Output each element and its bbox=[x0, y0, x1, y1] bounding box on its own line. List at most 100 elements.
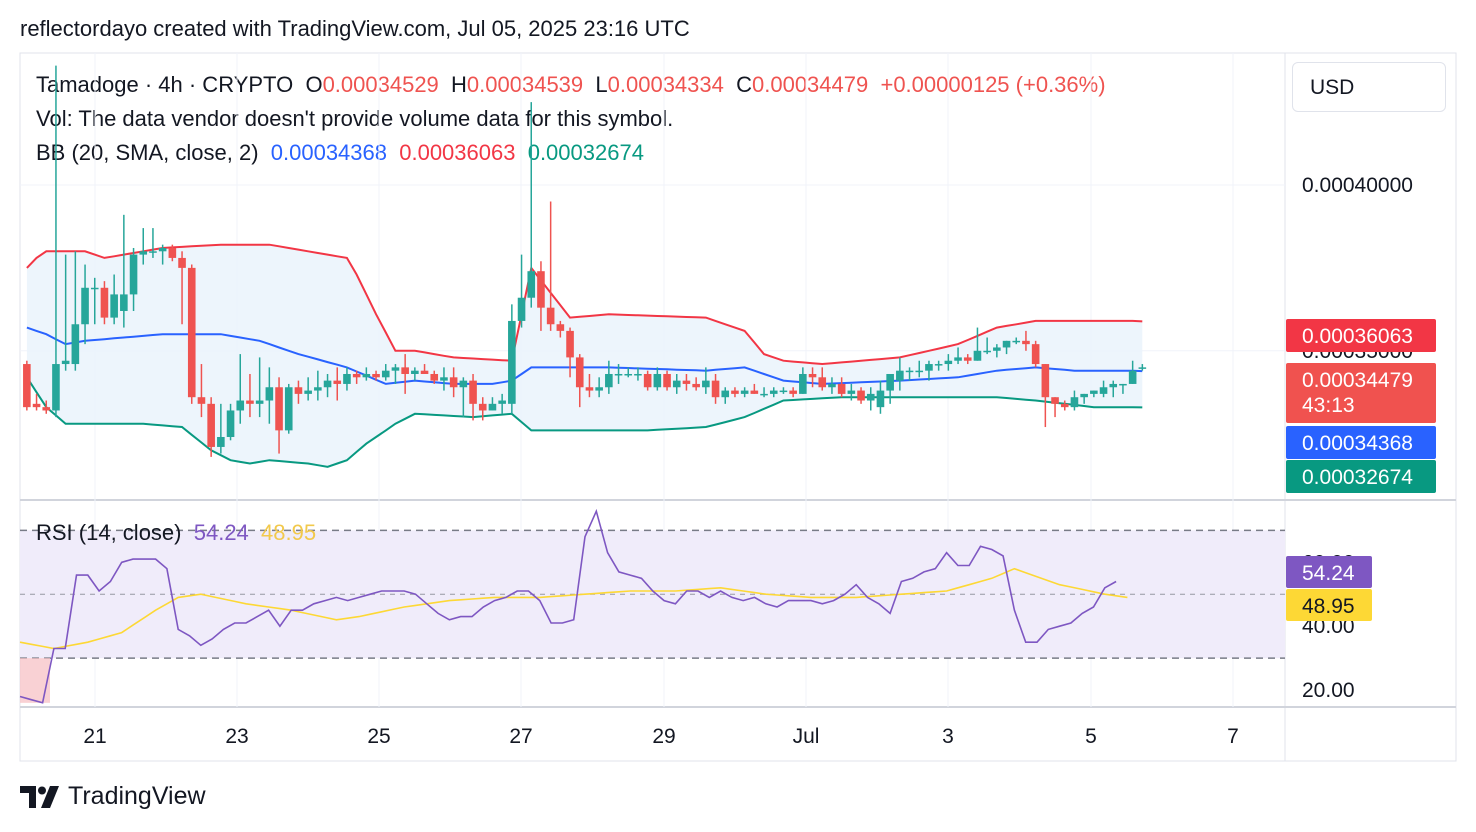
candle bbox=[1022, 330, 1030, 351]
candle-body bbox=[905, 370, 914, 373]
bb-lower-badge: 0.00032674 bbox=[1286, 460, 1436, 493]
x-tick-label: 27 bbox=[509, 725, 532, 748]
candle-body bbox=[983, 350, 991, 353]
bb-lower-value: 0.00032674 bbox=[527, 140, 644, 165]
rsi-value-badge: 54.24 bbox=[1286, 556, 1372, 588]
candle-body bbox=[420, 370, 429, 374]
rsi-line bbox=[19, 508, 1117, 704]
candle-body bbox=[449, 377, 458, 388]
candle bbox=[653, 367, 662, 391]
candle bbox=[1012, 337, 1021, 345]
candle bbox=[944, 354, 953, 371]
open-label: O bbox=[305, 72, 323, 97]
candle-body bbox=[1099, 387, 1108, 394]
x-tick-label: 3 bbox=[942, 725, 954, 748]
candle bbox=[401, 354, 409, 394]
candle-body bbox=[1119, 383, 1127, 386]
candle bbox=[32, 393, 41, 411]
candle-body bbox=[508, 320, 516, 404]
candle bbox=[372, 370, 380, 381]
candle-body bbox=[1012, 340, 1021, 343]
candle-body bbox=[81, 287, 89, 325]
bb-upper-badge-text: 0.00036063 bbox=[1302, 325, 1413, 348]
x-tick-label: 29 bbox=[652, 725, 675, 748]
candle-body bbox=[944, 360, 953, 365]
time-axis[interactable]: 21 23 25 27 29 Jul 3 5 7 bbox=[83, 725, 1239, 748]
candle-body bbox=[1022, 340, 1030, 345]
rsi-legend: RSI (14, close) 54.24 48.95 bbox=[36, 520, 316, 546]
candle-body bbox=[23, 364, 31, 408]
rsi-ma-line bbox=[19, 567, 1128, 650]
symbol-label[interactable]: Tamadoge · 4h · CRYPTO bbox=[36, 72, 294, 97]
x-tick-label: 23 bbox=[225, 725, 248, 748]
candle bbox=[585, 373, 594, 398]
candle bbox=[440, 367, 448, 391]
candle bbox=[905, 367, 914, 381]
candle bbox=[779, 387, 788, 394]
candle bbox=[304, 377, 312, 401]
candle bbox=[769, 387, 778, 398]
candle-body bbox=[721, 390, 730, 398]
candle bbox=[265, 367, 274, 424]
candle-body bbox=[915, 370, 924, 373]
candle bbox=[459, 377, 468, 418]
candle bbox=[391, 364, 400, 384]
candle-body bbox=[52, 364, 60, 411]
candle-body bbox=[246, 400, 254, 404]
candle-body bbox=[197, 397, 206, 404]
candle bbox=[197, 364, 206, 418]
candle bbox=[546, 201, 555, 331]
candle bbox=[876, 380, 885, 414]
candle-body bbox=[71, 324, 80, 365]
candle bbox=[362, 367, 371, 381]
candle-body bbox=[343, 373, 351, 384]
currency-selector[interactable]: USD bbox=[1292, 62, 1446, 112]
candle bbox=[537, 261, 545, 331]
candle bbox=[614, 364, 623, 384]
candle-body bbox=[362, 373, 371, 378]
candle-body bbox=[255, 400, 264, 404]
candle-body bbox=[110, 294, 118, 318]
x-tick-label: 7 bbox=[1227, 725, 1239, 748]
bb-label[interactable]: BB (20, SMA, close, 2) bbox=[36, 140, 259, 165]
candle-body bbox=[731, 390, 739, 394]
candle bbox=[1090, 390, 1098, 398]
candle bbox=[624, 367, 633, 378]
candle bbox=[1138, 364, 1147, 371]
candle-body bbox=[90, 287, 99, 290]
candle-body bbox=[61, 360, 70, 365]
candle-body bbox=[847, 390, 856, 394]
candle-body bbox=[265, 387, 274, 401]
candle bbox=[110, 274, 118, 325]
candle-body bbox=[963, 357, 972, 361]
candle-body bbox=[381, 370, 390, 378]
candle bbox=[1070, 390, 1079, 411]
low-label: L bbox=[595, 72, 608, 97]
candle bbox=[284, 383, 293, 434]
candle bbox=[1099, 380, 1108, 398]
rsi-oversold-fill bbox=[20, 658, 50, 703]
candle-body bbox=[469, 380, 477, 404]
candle-body bbox=[517, 297, 526, 321]
candle bbox=[954, 347, 962, 365]
candle-body bbox=[624, 373, 633, 376]
candle bbox=[158, 244, 167, 265]
candle-body bbox=[1080, 393, 1088, 398]
tradingview-logo[interactable]: TradingView bbox=[20, 782, 206, 811]
rsi-label[interactable]: RSI (14, close) bbox=[36, 520, 182, 545]
bb-basis-line bbox=[26, 326, 1143, 385]
candle bbox=[255, 357, 264, 418]
candle-body bbox=[430, 373, 439, 381]
candle-body bbox=[333, 380, 342, 384]
candle-body bbox=[954, 357, 962, 361]
candle bbox=[275, 377, 283, 454]
rsi-ma-value: 48.95 bbox=[261, 520, 317, 545]
candle-body bbox=[1051, 397, 1059, 404]
candle bbox=[857, 387, 865, 404]
bb-upper-value: 0.00036063 bbox=[399, 140, 516, 165]
candle-body bbox=[149, 251, 157, 253]
rsi-pane bbox=[19, 508, 1285, 704]
candle-body bbox=[1041, 364, 1050, 398]
